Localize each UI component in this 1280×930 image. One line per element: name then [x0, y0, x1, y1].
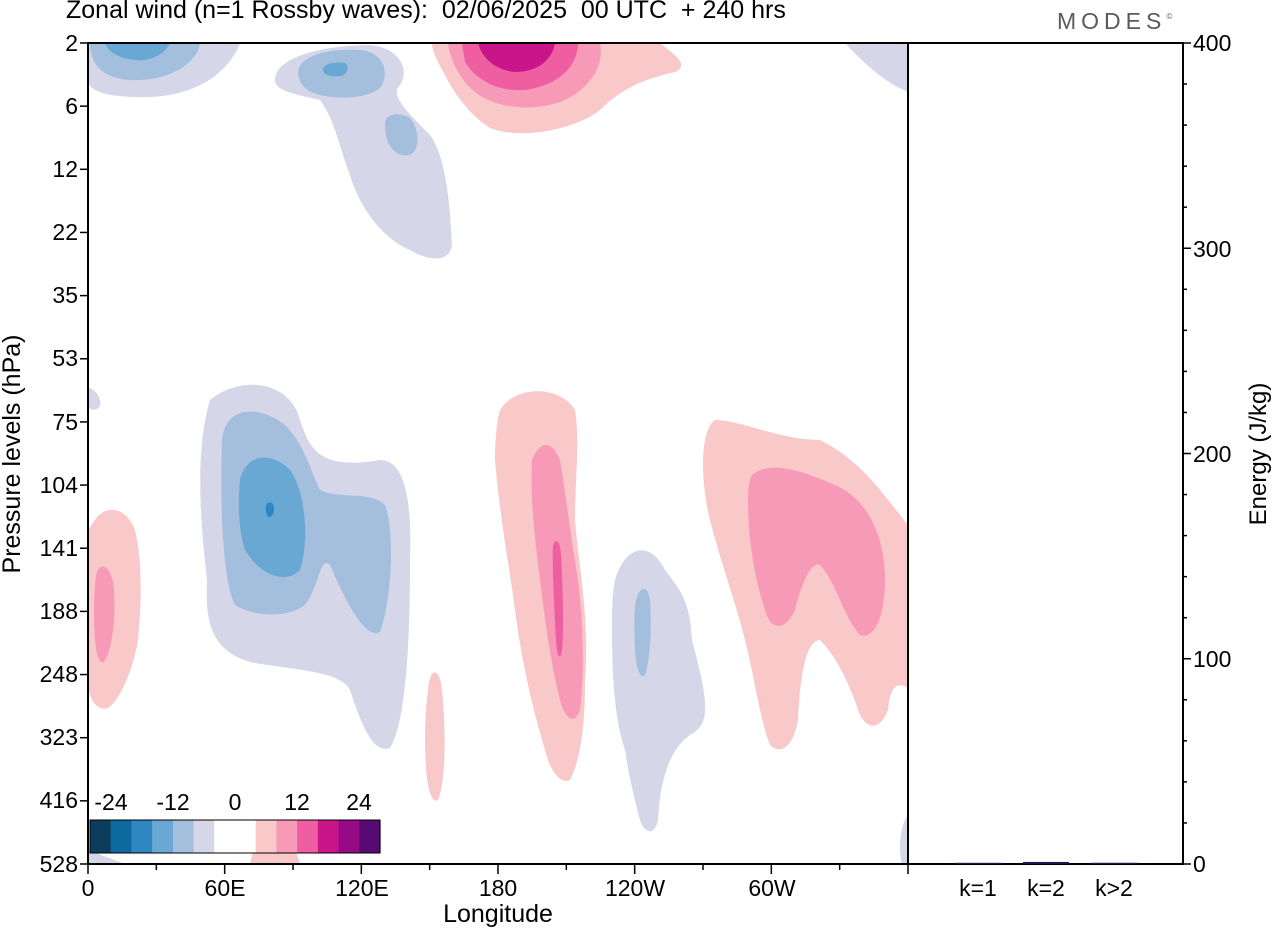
- pressure-tick-188: 188: [40, 598, 78, 624]
- energy-tick-0: 0: [1193, 851, 1206, 877]
- contour-neg-right-outer: [612, 550, 706, 832]
- colorbar-label-1: -24: [94, 789, 127, 815]
- energy-tick-400: 400: [1193, 30, 1231, 56]
- pressure-tick-53: 53: [52, 345, 78, 371]
- energy-category-k1: k=1: [959, 875, 997, 901]
- contour-pos-mid-small: [425, 672, 445, 801]
- pressure-tick-104: 104: [40, 472, 79, 498]
- energy-bar: [1091, 862, 1137, 864]
- contour-neg-right-mid: [634, 588, 651, 677]
- contour-neg-top-left-inner: [105, 43, 170, 61]
- colorbar-swatch: [131, 820, 153, 853]
- contour-pos-top-core: [478, 43, 555, 72]
- colorbar-swatch: [338, 820, 360, 853]
- pressure-tick-528: 528: [40, 851, 78, 877]
- logo-text: MODES: [1057, 8, 1167, 34]
- colorbar: -24 -12 0 12 24: [89, 789, 381, 854]
- colorbar-swatches: [90, 820, 381, 853]
- logo-mark: ©: [1166, 12, 1173, 21]
- colorbar-label-4: 12: [284, 789, 310, 815]
- colorbar-swatch: [90, 820, 112, 853]
- colorbar-swatch: [317, 820, 340, 853]
- contour-neg-main-inner: [238, 457, 306, 578]
- pressure-tick-248: 248: [40, 661, 78, 687]
- contour-neg-bottom-right: [900, 815, 908, 864]
- colorbar-swatch: [193, 820, 215, 853]
- contour-neg-main-core: [265, 502, 275, 518]
- pressure-axis: 2 6 12 22 35 53 75 104 141 188 248 323 4…: [0, 30, 88, 877]
- colorbar-swatch: [276, 820, 298, 853]
- colorbar-swatch: [110, 820, 133, 853]
- energy-axis-label: Energy (J/kg): [1245, 383, 1272, 526]
- pressure-tick-416: 416: [40, 787, 78, 813]
- contour-pos-left-inner: [94, 566, 115, 663]
- longitude-tick-180: 180: [479, 875, 517, 901]
- colorbar-swatch: [235, 820, 257, 853]
- energy-tick-300: 300: [1193, 236, 1231, 262]
- energy-category-kgt2: k>2: [1095, 875, 1133, 901]
- longitude-tick-60e: 60E: [205, 875, 246, 901]
- colorbar-swatch: [172, 820, 195, 853]
- longitude-tick-60w: 60W: [748, 875, 796, 901]
- colorbar-swatch: [255, 820, 278, 853]
- energy-bars: [955, 861, 1137, 864]
- contour-neg-top-right-outer: [845, 43, 908, 92]
- longitude-axis-label: Longitude: [443, 900, 553, 928]
- contour-pos-center-inner: [552, 541, 564, 657]
- longitude-tick-120w: 120W: [605, 875, 665, 901]
- modes-logo: MODES©: [1057, 8, 1172, 35]
- chart-title: Zonal wind (n=1 Rossby waves): 02/06/202…: [66, 0, 786, 24]
- longitude-tick-120e: 120E: [335, 875, 389, 901]
- pressure-axis-label: Pressure levels (hPa): [0, 335, 26, 574]
- energy-tick-100: 100: [1193, 646, 1231, 672]
- contour-pos-right-inner: [748, 467, 885, 636]
- energy-bar: [955, 862, 1001, 864]
- longitude-axis: 0 60E 120E 180 120W 60W Longitude: [82, 864, 909, 928]
- energy-tick-200: 200: [1193, 441, 1231, 467]
- energy-axis: 0 100 200 300 400 Energy (J/kg): [1183, 30, 1272, 877]
- contour-neg-small-left: [88, 388, 101, 410]
- colorbar-label-5: 24: [346, 789, 372, 815]
- pressure-tick-12: 12: [52, 156, 78, 182]
- colorbar-frame: [89, 819, 381, 854]
- colorbar-swatch: [297, 820, 319, 853]
- pressure-tick-22: 22: [52, 219, 78, 245]
- pressure-tick-marks: [80, 42, 88, 865]
- contour-neg-upper-mid-outer: [275, 45, 452, 259]
- longitude-tick-marks: [87, 864, 909, 874]
- pressure-tick-75: 75: [52, 409, 78, 435]
- pressure-tick-35: 35: [52, 282, 78, 308]
- energy-category-labels: k=1 k=2 k>2: [959, 875, 1133, 901]
- longitude-tick-0: 0: [82, 875, 95, 901]
- energy-tick-marks: [1183, 42, 1191, 865]
- pressure-tick-141: 141: [40, 535, 78, 561]
- colorbar-swatch: [214, 820, 236, 853]
- energy-plot-frame: [907, 42, 1184, 865]
- colorbar-label-2: -12: [156, 789, 189, 815]
- energy-category-k2: k=2: [1027, 875, 1065, 901]
- colorbar-label-3: 0: [229, 789, 242, 815]
- contour-neg-upper-mid-inner: [323, 62, 348, 77]
- pressure-tick-2: 2: [65, 30, 78, 56]
- energy-bar: [1023, 861, 1069, 864]
- contour-neg-upper-mid-mid2: [385, 114, 418, 156]
- pressure-tick-6: 6: [65, 93, 78, 119]
- colorbar-swatch: [152, 820, 174, 853]
- contour-field: [88, 43, 908, 864]
- pressure-tick-323: 323: [40, 724, 78, 750]
- colorbar-swatch: [359, 820, 381, 853]
